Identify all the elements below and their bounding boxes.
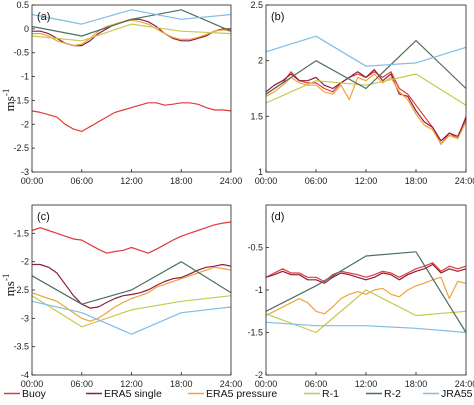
series-line-r-2 <box>31 261 232 305</box>
ylabel-top: ms-1 <box>1 89 17 112</box>
x-tick-label: 18:00 <box>170 176 193 186</box>
x-tick-label: 24:00 <box>220 176 243 186</box>
ylabel-bottom: ms-1 <box>1 274 17 297</box>
panel-2: 2.5 2 1.5 100:00 06:00 12:00 18:00 24:00 (b) <box>250 0 474 186</box>
x-tick-label: 18:00 <box>170 379 193 389</box>
series-line-era5-pressure <box>32 19 232 47</box>
x-tick-label: 00:00 <box>255 176 278 186</box>
legend-label: ERA5 pressure <box>206 388 277 400</box>
y-tick-label: -1.5 <box>247 328 263 338</box>
y-tick-label: -2.5 <box>13 285 29 295</box>
panel-1: 0.5 0 -0.5 -1 -1.5 -2 -2.5 -300:00 06:00 12:00 18:… <box>13 0 242 186</box>
y-tick-label: -2 <box>21 119 29 129</box>
y-tick-label: 2.5 <box>250 0 263 10</box>
x-tick-label: 18:00 <box>405 176 428 186</box>
y-tick-label: 2 <box>258 56 263 66</box>
panel-3: -1.5 -2 -2.5 -3 -3.5 -400:00 06:00 12:00 18:00 24… <box>13 204 243 389</box>
legend-label: Buoy <box>22 388 47 400</box>
y-tick-label: -1.5 <box>13 228 29 238</box>
series-line-jra55 <box>31 9 232 25</box>
y-tick-label: 1 <box>258 167 263 177</box>
x-tick-label: 00:00 <box>255 379 278 389</box>
legend-label: ERA5 single <box>104 388 162 400</box>
y-tick-label: -2.5 <box>13 143 29 153</box>
y-tick-label: -0.5 <box>247 243 263 253</box>
x-tick-label: 12:00 <box>120 176 143 186</box>
y-tick-label: -1 <box>21 72 29 82</box>
x-tick-label: 12:00 <box>355 379 378 389</box>
series-line-era5-single <box>265 263 467 284</box>
series-line-jra55 <box>265 35 467 67</box>
series-line-r-1 <box>265 73 467 106</box>
x-tick-label: 18:00 <box>405 379 428 389</box>
x-tick-label: 06:00 <box>70 176 93 186</box>
series-line-jra55 <box>265 321 467 334</box>
series-line-era5-pressure <box>31 266 232 322</box>
y-tick-label: -2 <box>21 257 29 267</box>
legend-label: R-2 <box>384 388 401 400</box>
panel-label: (c) <box>37 211 50 223</box>
y-tick-label: 0.5 <box>16 0 29 10</box>
y-tick-label: -1 <box>255 285 263 295</box>
panel-label: (a) <box>37 11 50 23</box>
series-line-r-1 <box>265 289 467 334</box>
series-line-r-2 <box>265 251 467 333</box>
series-line-r-1 <box>31 23 232 42</box>
x-tick-label: 06:00 <box>70 379 93 389</box>
x-tick-label: 24:00 <box>220 379 243 389</box>
plot-frame <box>31 4 232 173</box>
series-line-jra55 <box>31 300 232 335</box>
legend-item-r-1: R-1 <box>304 388 339 400</box>
y-tick-label: -3.5 <box>13 342 29 352</box>
x-tick-label: 00:00 <box>21 176 44 186</box>
x-tick-label: 24:00 <box>455 379 474 389</box>
x-tick-label: 06:00 <box>305 176 328 186</box>
panel-label: (d) <box>271 211 284 223</box>
x-tick-label: 00:00 <box>21 379 44 389</box>
legend-item-era5-single: ERA5 single <box>86 388 162 400</box>
y-tick-label: 1.5 <box>250 111 263 121</box>
series-line-r-1 <box>31 295 232 328</box>
x-tick-label: 12:00 <box>120 379 143 389</box>
series-line-r-2 <box>265 39 467 95</box>
y-tick-label: -0.5 <box>13 48 29 58</box>
y-tick-label: -2 <box>255 370 263 380</box>
legend-item-buoy: Buoy <box>4 388 47 400</box>
series-line-era5-single <box>265 68 467 142</box>
legend-item-jra55: JRA55 <box>423 388 473 400</box>
legend-label: JRA55 <box>441 388 473 400</box>
legend-label: R-1 <box>322 388 339 400</box>
y-tick-label: -4 <box>21 370 29 380</box>
x-tick-label: 24:00 <box>455 176 474 186</box>
svg-text:ms-1: ms-1 <box>1 274 17 297</box>
y-tick-label: -3 <box>21 313 29 323</box>
x-tick-label: 06:00 <box>305 379 328 389</box>
series-line-era5-pressure <box>265 73 467 145</box>
y-tick-label: -1.5 <box>13 95 29 105</box>
series-line-buoy <box>31 102 232 132</box>
x-tick-label: 12:00 <box>355 176 378 186</box>
panels: 0.50-0.5-1-1.5-2-2.5-300:00 06:00 12:00 18:… <box>13 0 474 389</box>
y-tick-label: 0 <box>24 24 29 34</box>
series-line-buoy <box>31 221 232 254</box>
svg-text:ms-1: ms-1 <box>1 89 17 112</box>
legend-item-r-2: R-2 <box>366 388 401 400</box>
legend-item-era5-pressure: ERA5 pressure <box>188 388 277 400</box>
panel-4: -0.5 -1 -1.5 -200:00 06:00 12:00 18:00 24:00 (d) <box>247 204 474 389</box>
legend: Buoy ERA5 single ERA5 pressure R-1 R-2 JRA55 <box>4 388 473 400</box>
series-line-buoy <box>265 262 467 283</box>
y-tick-label: -3 <box>21 167 29 177</box>
series-line-r-2 <box>31 9 232 37</box>
panel-label: (b) <box>271 11 284 23</box>
series-line-era5-single <box>32 263 232 309</box>
